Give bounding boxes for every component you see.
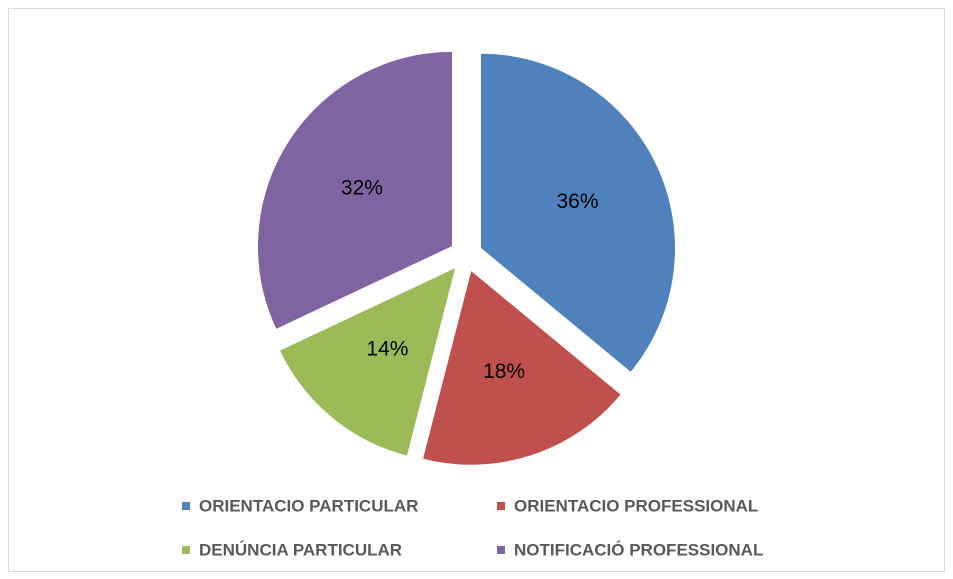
legend-label: NOTIFICACIÓ PROFESSIONAL — [514, 540, 763, 559]
slice-label: 36% — [557, 190, 599, 213]
pie-slice — [257, 50, 453, 331]
slice-label: 32% — [341, 177, 383, 200]
legend-label: DENÚNCIA PARTICULAR — [199, 540, 402, 559]
legend-swatch — [497, 502, 505, 510]
legend-swatch — [182, 546, 190, 554]
pie-slice — [421, 269, 622, 466]
legend-label: ORIENTACIO PROFESSIONAL — [514, 496, 758, 515]
legend-label: ORIENTACIO PARTICULAR — [199, 496, 418, 515]
legend-swatch — [182, 502, 190, 510]
slice-label: 14% — [366, 338, 408, 361]
pie-slice — [278, 266, 457, 457]
legend-swatch — [497, 546, 505, 554]
pie-slice — [479, 52, 676, 374]
slice-label: 18% — [483, 360, 525, 383]
